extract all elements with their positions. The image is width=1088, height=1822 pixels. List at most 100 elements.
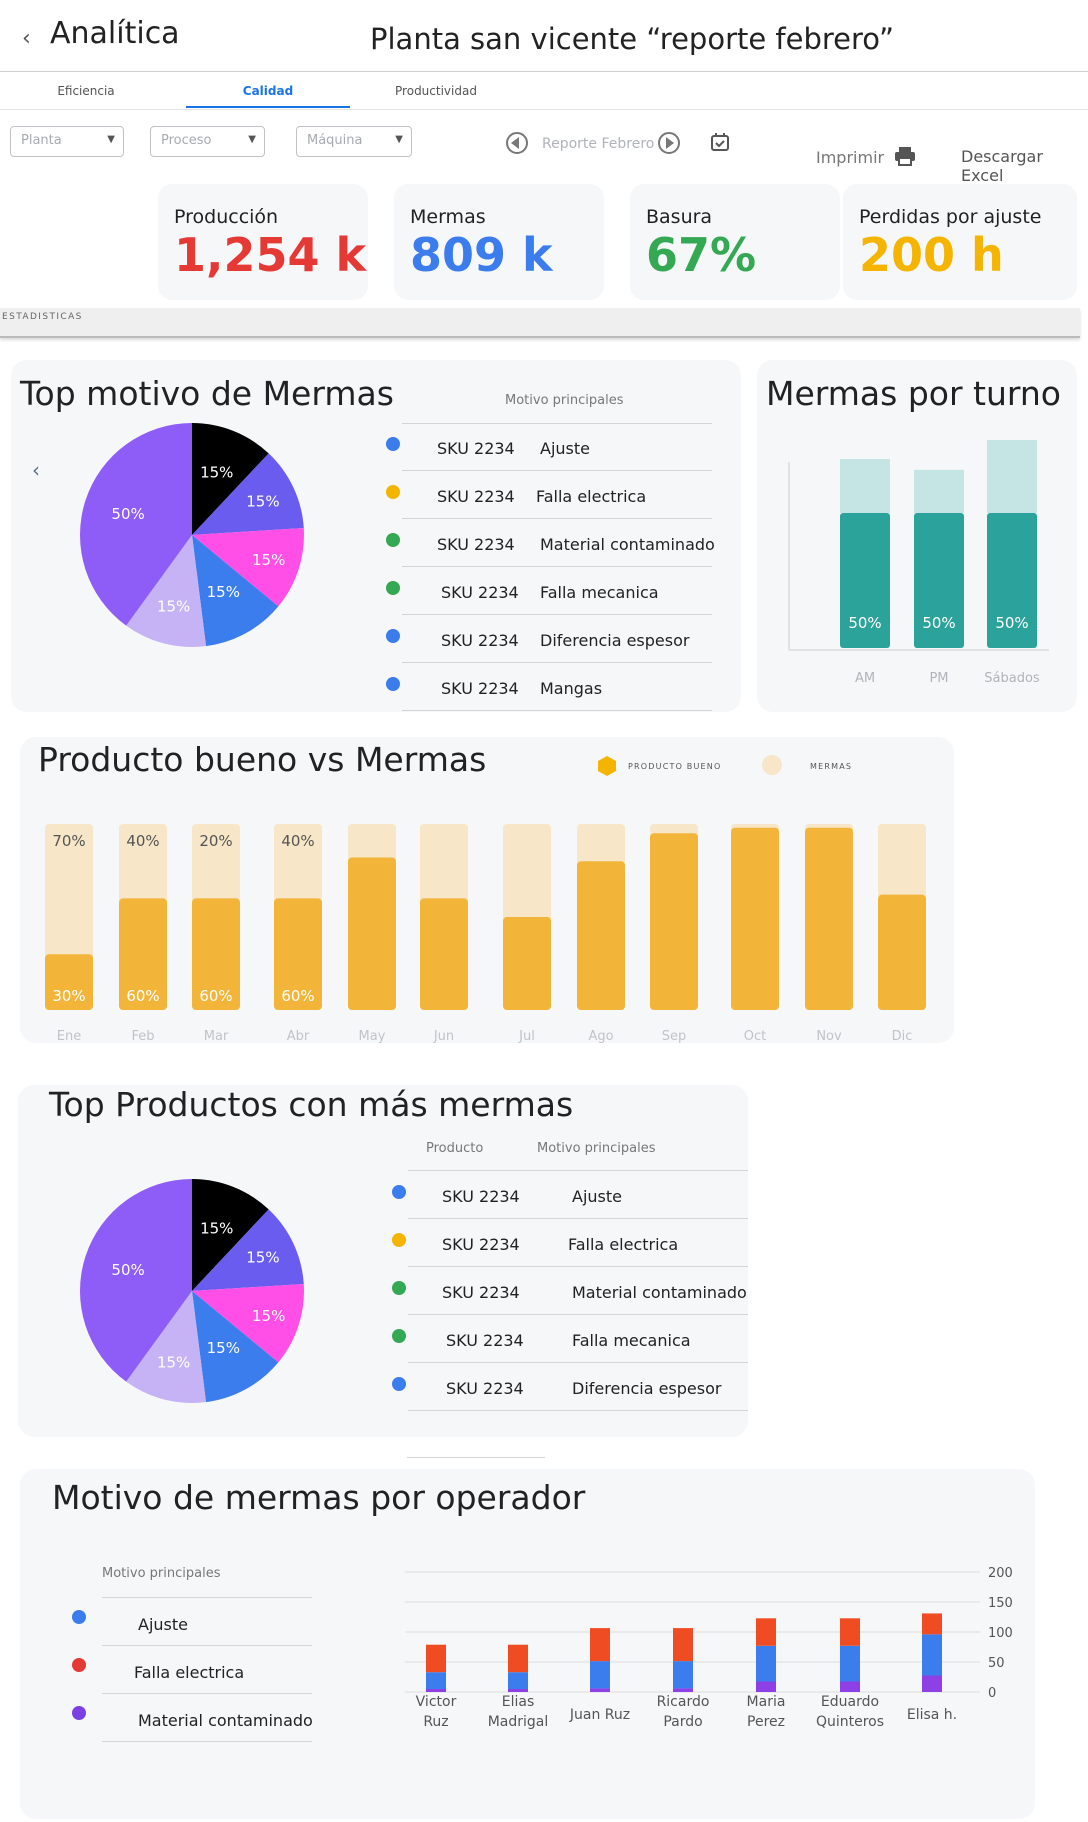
bar-segment <box>508 1672 528 1689</box>
page-title: Analítica <box>50 16 180 51</box>
bar-waste-label: 70% <box>52 832 85 850</box>
status-dot <box>386 533 400 547</box>
pie-slice <box>192 527 304 607</box>
row-sku: SKU 2234 <box>437 487 515 506</box>
bar-good-label: 60% <box>199 987 232 1005</box>
bar-waste-label: 40% <box>126 832 159 850</box>
stats-section-label: ESTADISTICAS <box>2 312 83 322</box>
x-tick-label: Jul <box>518 1029 535 1044</box>
kpi-value: 200 h <box>859 228 1004 282</box>
prev-period-button[interactable] <box>506 132 528 154</box>
back-button[interactable]: ‹ <box>22 26 31 51</box>
mermas-turno-chart: 50% AM 50% PM 50% Sábados <box>788 440 1049 686</box>
chevron-circle-right-icon <box>666 137 674 149</box>
bar-producto-bueno <box>274 898 322 1010</box>
bar-producto-bueno <box>577 861 625 1010</box>
row-divider <box>408 1218 748 1219</box>
print-button[interactable] <box>894 146 916 166</box>
x-tick-label: Victor <box>416 1694 457 1710</box>
pie-slice-label: 15% <box>246 1249 279 1267</box>
pie-slice <box>126 535 207 647</box>
bar-segment <box>840 1681 860 1692</box>
x-tick-label: Elisa h. <box>907 1707 957 1723</box>
top-productos-title: Top Productos con más mermas <box>49 1085 574 1124</box>
bar-segment <box>426 1689 446 1692</box>
bar-segment <box>756 1681 776 1692</box>
header-divider <box>0 71 1088 72</box>
row-divider <box>102 1693 312 1694</box>
pie-slice-label: 15% <box>252 551 285 569</box>
row-divider <box>408 1362 748 1363</box>
pie-chart-mermas: 15% 15% 15% 15% 15% 50% <box>80 423 304 647</box>
x-tick-label: Dic <box>892 1029 913 1044</box>
kpi-label: Mermas <box>410 206 486 228</box>
status-dot <box>392 1329 406 1343</box>
producto-vs-mermas-card <box>20 737 954 1043</box>
bar-segment <box>590 1628 610 1662</box>
row-sku: SKU 2234 <box>446 1331 524 1350</box>
divider <box>407 1457 545 1458</box>
bar-segment <box>673 1661 693 1689</box>
y-tick-label: 0 <box>988 1686 996 1701</box>
x-tick-label: Sábados <box>984 671 1040 686</box>
x-tick-label: Sep <box>662 1029 687 1044</box>
row-sku: SKU 2234 <box>437 535 515 554</box>
bar-producto-bueno <box>503 917 551 1010</box>
row-sku: SKU 2234 <box>442 1187 520 1206</box>
carousel-prev-button[interactable]: ‹ <box>32 458 40 482</box>
tab-productividad[interactable]: Productividad <box>395 84 477 98</box>
pie-slice <box>192 1283 304 1363</box>
producto-vs-mermas-chart: 30% 70% Ene 60% 40% Feb 60% 20% Mar 60% 40% Abr May J… <box>45 824 926 1044</box>
caret-down-icon: ▼ <box>107 134 115 145</box>
table-header-producto: Producto <box>426 1141 484 1156</box>
calendar-check-icon <box>711 133 729 151</box>
maquina-select[interactable]: Máquina ▼ <box>296 126 412 157</box>
kpi-value: 1,254 k <box>174 228 367 282</box>
status-dot <box>386 581 400 595</box>
x-tick-label: Madrigal <box>488 1714 549 1730</box>
tab-calidad[interactable]: Calidad <box>242 84 294 98</box>
calendar-button[interactable] <box>710 132 730 152</box>
status-dot <box>392 1377 406 1391</box>
bar-turno <box>987 513 1037 648</box>
proceso-select[interactable]: Proceso ▼ <box>150 126 265 157</box>
row-sku: SKU 2234 <box>442 1235 520 1254</box>
row-reason: Diferencia espesor <box>572 1379 722 1398</box>
download-excel-link[interactable]: Descargar Excel <box>961 147 1043 185</box>
next-period-button[interactable] <box>658 132 680 154</box>
x-tick-label: May <box>359 1029 386 1044</box>
tab-eficiencia[interactable]: Eficiencia <box>57 84 115 98</box>
x-tick-label: Oct <box>744 1029 766 1044</box>
x-tick-label: Juan Ruz <box>569 1707 630 1723</box>
tabs-divider <box>0 109 1088 110</box>
x-tick-label: Ricardo <box>657 1694 710 1710</box>
bar-producto-bueno <box>731 827 779 1010</box>
row-divider <box>402 566 712 567</box>
bar-segment <box>673 1688 693 1692</box>
bar-segment <box>508 1644 528 1673</box>
kpi-label: Producción <box>174 206 279 228</box>
bar-label: 50% <box>848 614 881 632</box>
x-tick-label: Eduardo <box>821 1694 879 1710</box>
bar-segment <box>840 1645 860 1682</box>
table-header-motivo: Motivo principales <box>537 1141 656 1156</box>
row-reason: Ajuste <box>540 439 590 458</box>
pie-slice-label: 50% <box>111 1261 144 1279</box>
row-reason: Mangas <box>540 679 603 698</box>
row-reason: Falla mecanica <box>572 1331 691 1350</box>
print-link[interactable]: Imprimir <box>816 148 885 167</box>
bar-segment <box>590 1688 610 1692</box>
planta-select[interactable]: Planta ▼ <box>10 126 124 157</box>
operador-card <box>20 1469 1035 1819</box>
pie-slice <box>192 1291 279 1403</box>
row-divider <box>402 423 712 424</box>
x-tick-label: PM <box>929 671 948 686</box>
kpi-label: Perdidas por ajuste <box>859 206 1042 228</box>
row-divider <box>408 1410 748 1411</box>
stats-section-bar: ESTADISTICAS <box>0 308 1080 338</box>
kpi-produccion: Producción 1,254 k <box>158 184 368 300</box>
row-divider <box>402 470 712 471</box>
pie-slice-label: 15% <box>200 464 233 482</box>
pie-slice <box>126 1291 207 1403</box>
bar-good-label: 60% <box>126 987 159 1005</box>
